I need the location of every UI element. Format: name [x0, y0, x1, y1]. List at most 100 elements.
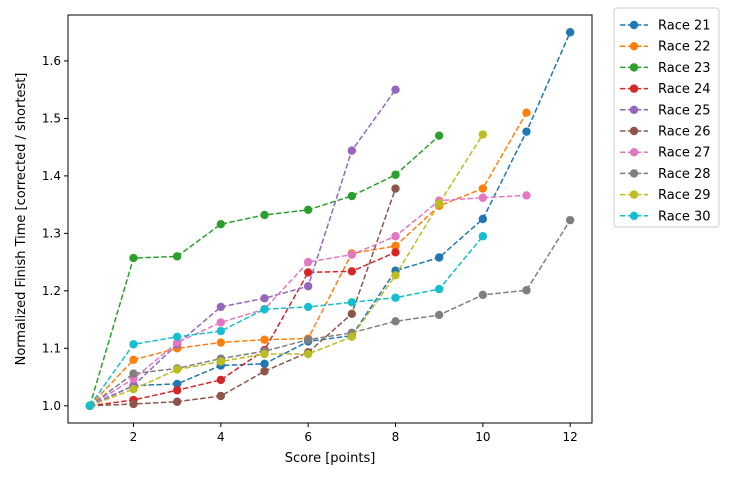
data-point [129, 340, 138, 349]
data-point [216, 338, 226, 347]
legend-item: Race 30 [620, 209, 711, 224]
data-point [565, 28, 575, 37]
legend-marker [629, 84, 639, 93]
axes-layer: 2 4 6 8 10 12 1.0 1.1 1.2 1.3 1.4 1.5 1.6 [42, 14, 593, 444]
series-line [89, 134, 484, 407]
x-axis-label: Score [points] [285, 451, 376, 466]
data-point [129, 369, 138, 378]
data-point [216, 302, 226, 312]
x-tick-label: 10 [475, 430, 490, 444]
legend-box [613, 7, 720, 228]
data-point [172, 397, 182, 406]
x-tick-label: 2 [130, 430, 138, 444]
data-point [434, 310, 444, 320]
data-point [434, 284, 444, 294]
legend-item: Race 29 [620, 188, 711, 203]
legend-label: Race 27 [658, 146, 711, 161]
data-point [478, 214, 488, 224]
legend-marker [629, 211, 639, 220]
data-point [129, 399, 138, 409]
series-line [89, 219, 571, 407]
data-point [391, 232, 400, 241]
data-point [172, 338, 182, 347]
legend-label: Race 22 [658, 40, 711, 55]
series-line [89, 235, 484, 407]
data-point [216, 219, 226, 229]
series-line [89, 251, 396, 407]
data-point [260, 359, 269, 369]
legend-label: Race 23 [658, 61, 711, 76]
data-point [478, 193, 488, 202]
data-point [129, 253, 138, 263]
data-point [303, 257, 313, 267]
legend-label: Race 29 [658, 188, 711, 203]
data-point [172, 332, 182, 342]
x-tick-label: 8 [392, 430, 400, 444]
legend-marker [629, 105, 639, 115]
data-point [391, 241, 400, 251]
series-line [89, 194, 527, 407]
data-point [172, 379, 182, 389]
data-point [216, 326, 226, 336]
y-tick-label: 1.1 [42, 341, 61, 355]
data-point [347, 267, 357, 276]
plot-frame [67, 14, 593, 424]
x-tick-label: 4 [217, 430, 225, 444]
data-point [478, 290, 488, 300]
data-point [216, 391, 226, 401]
series-race-26 [85, 184, 400, 410]
data-point [522, 286, 531, 295]
data-point [303, 302, 313, 312]
series-layer [85, 28, 575, 410]
legend-label: Race 28 [658, 167, 711, 182]
legend-item: Race 24 [620, 82, 711, 97]
x-tick-label: 6 [304, 430, 312, 444]
legend-item: Race 28 [620, 167, 711, 182]
data-point [216, 357, 226, 366]
data-point [260, 349, 269, 359]
data-point [172, 386, 182, 395]
legend-item: Race 25 [620, 103, 711, 118]
legend-marker [629, 126, 639, 136]
data-point [260, 305, 269, 314]
data-point [522, 191, 531, 200]
data-point [347, 146, 357, 155]
legend-marker [629, 42, 639, 51]
data-point [391, 184, 400, 193]
data-point [303, 268, 313, 277]
y-tick-label: 1.6 [42, 54, 61, 68]
data-point [129, 355, 138, 364]
data-point [303, 349, 313, 359]
y-axis-label: Normalized Finish Time [corrected / shor… [14, 73, 29, 366]
data-point [434, 199, 444, 208]
data-point [260, 335, 269, 344]
data-point [172, 365, 182, 374]
data-point [347, 250, 357, 259]
data-point [478, 130, 488, 139]
legend-label: Race 21 [658, 19, 711, 34]
y-tick-label: 1.5 [42, 111, 61, 125]
data-point [303, 205, 313, 215]
legend-marker [629, 20, 639, 30]
legend-marker [629, 63, 639, 72]
data-point [391, 293, 400, 302]
legend-item: Race 21 [620, 19, 711, 34]
data-point [303, 335, 313, 344]
legend-label: Race 26 [658, 125, 711, 140]
legend-marker [629, 148, 639, 157]
legend: Race 21 Race 22 Race 23 Race 24 Race 25 Race … [613, 7, 720, 228]
data-point [522, 127, 531, 136]
data-point [260, 367, 269, 376]
data-point [434, 253, 444, 262]
legend-item: Race 26 [620, 125, 711, 140]
legend-label: Race 24 [658, 82, 711, 97]
data-point [391, 271, 400, 280]
legend-label: Race 25 [658, 103, 711, 118]
data-point [522, 108, 531, 117]
data-point [347, 298, 357, 307]
y-tick-label: 1.3 [42, 226, 61, 240]
data-point [391, 170, 400, 179]
data-point [347, 191, 357, 201]
legend-item: Race 22 [620, 40, 711, 55]
